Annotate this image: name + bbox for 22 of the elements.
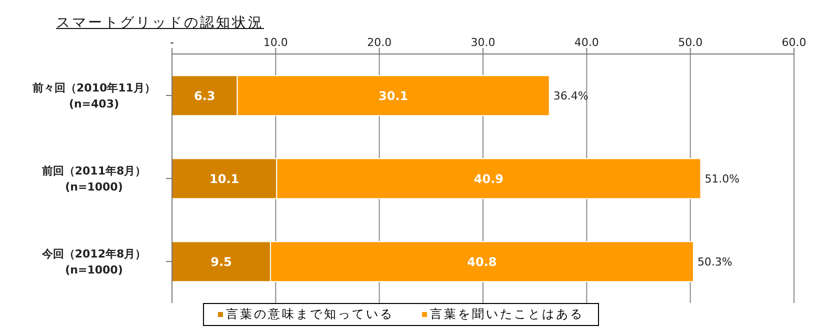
chart-title: スマートグリッドの認知状況 [56,14,264,32]
legend-label: 言葉を聞いたことはある [429,306,584,323]
y-tick-label: 前々回（2010年11月） (n=403) [32,82,156,110]
x-tick-label: 60.0 [782,36,806,49]
x-tick-label: 10.0 [263,36,288,49]
data-label: 30.1 [378,88,408,103]
x-tick-label: 40.0 [574,36,599,49]
x-tick-label: 50.0 [678,36,703,49]
y-tick-label: 前回（2011年8月） (n=1000) [40,164,146,194]
y-tick-label: 今回（2012年8月） (n=1000) [40,248,146,276]
x-tick-label: - [170,36,174,49]
data-label: 10.1 [210,172,240,186]
data-label: 6.3 [194,88,216,103]
x-tick-label: 20.0 [367,36,392,49]
x-tick-label: 30.0 [470,36,496,49]
data-label: 40.9 [474,172,504,186]
total-label: 51.0% [704,172,740,186]
data-label: 40.8 [467,254,497,269]
total-label: 36.4% [553,90,588,103]
data-label: 9.5 [210,254,232,269]
legend-label: 言葉の意味まで知っている [225,306,394,323]
total-label: 50.3% [697,256,732,269]
